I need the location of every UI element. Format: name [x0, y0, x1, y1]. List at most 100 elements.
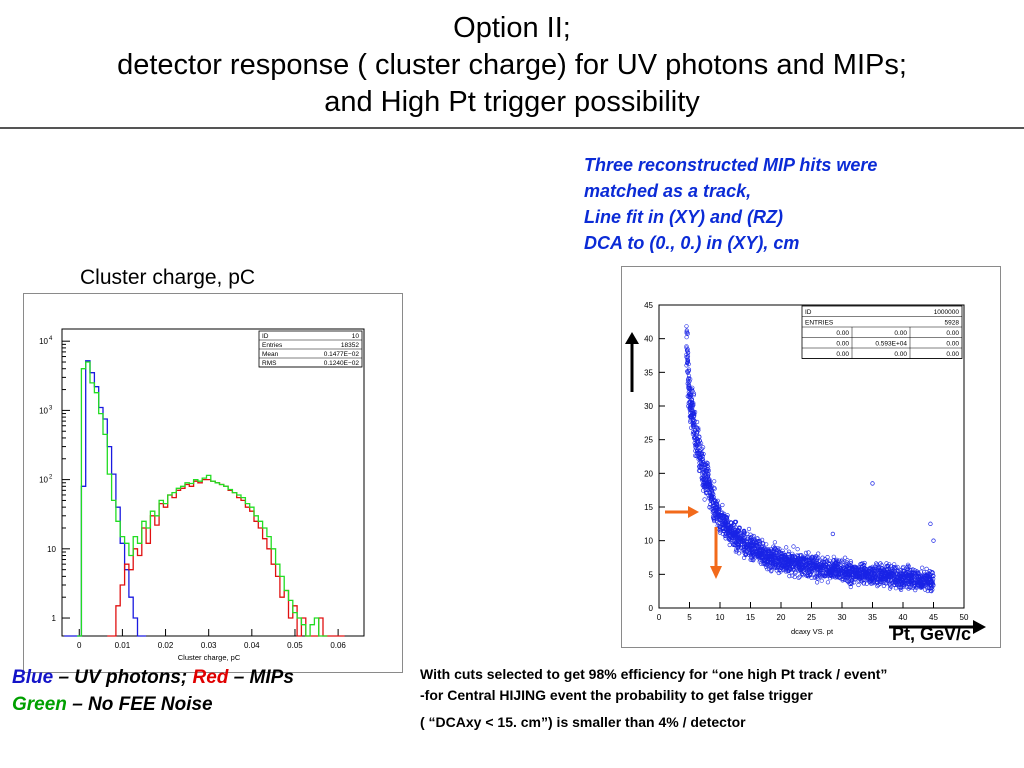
scatter-point	[687, 379, 692, 384]
legend-line-1: Blue – UV photons; Red – MIPs	[12, 664, 294, 691]
scatter-point	[913, 570, 918, 575]
scatter-point	[706, 485, 711, 490]
x-tick-label: 30	[838, 613, 847, 622]
scatter-point	[791, 557, 796, 562]
scatter-point	[735, 541, 740, 547]
scatter-point	[697, 438, 702, 443]
scatter-point	[879, 574, 885, 579]
scatter-point	[757, 553, 762, 558]
scatter-point	[825, 564, 830, 569]
scatter-point	[899, 576, 905, 581]
scatter-point	[841, 574, 847, 580]
scatter-point	[847, 578, 852, 583]
up-arrow-head	[625, 332, 639, 344]
scatter-point	[789, 563, 794, 569]
scatter-point	[770, 553, 775, 559]
scatter-point	[782, 556, 788, 562]
scatter-point	[720, 527, 726, 532]
scatter-point	[870, 576, 875, 581]
orange-arrow-vertical-head	[710, 566, 722, 579]
scatter-point	[833, 563, 838, 568]
scatter-point	[754, 541, 759, 546]
scatter-point	[820, 559, 825, 565]
scatter-point	[747, 547, 753, 552]
scatter-point	[722, 519, 727, 524]
scatter-point	[817, 559, 822, 564]
legend-green-desc: – No FEE Noise	[66, 694, 213, 715]
scatter-point	[712, 503, 717, 508]
scatter-point	[693, 442, 699, 447]
scatter-point	[712, 479, 717, 484]
y-tick-label: 10	[644, 537, 653, 546]
scatter-point	[799, 557, 804, 562]
scatter-point	[806, 564, 811, 570]
scatter-point	[776, 550, 781, 555]
scatter-point	[772, 540, 777, 545]
cuts-dash: -	[420, 687, 425, 703]
scatter-point	[870, 564, 875, 570]
scatter-point	[791, 544, 796, 549]
scatter-point	[806, 550, 811, 555]
scatter-point	[819, 565, 824, 570]
scatter-point	[788, 558, 794, 563]
scatter-point	[750, 538, 755, 544]
scatter-point	[859, 561, 864, 567]
orange-arrow-horizontal-head	[688, 506, 699, 518]
scatter-point	[926, 581, 931, 586]
scatter-point	[697, 434, 702, 439]
stats-key: Mean	[262, 351, 279, 358]
scatter-point	[797, 553, 802, 558]
scatter-point	[875, 578, 880, 583]
scatter-point	[724, 516, 730, 522]
scatter-point	[905, 562, 911, 567]
scatter-point	[875, 581, 880, 586]
y-tick-label: 10	[47, 545, 56, 554]
scatter-point	[686, 385, 691, 390]
x-tick-label: 50	[960, 613, 969, 622]
histogram-series	[64, 360, 147, 637]
scatter-point	[706, 480, 711, 485]
stats-key: ID	[805, 309, 812, 316]
scatter-point	[760, 547, 765, 552]
stats-cell: 0.00	[836, 341, 849, 348]
scatter-point	[705, 463, 710, 468]
legend-red-desc: – MIPs	[228, 667, 294, 688]
scatter-point	[762, 550, 767, 555]
scatter-point	[685, 360, 690, 365]
scatter-point	[881, 583, 887, 589]
scatter-point	[685, 370, 690, 375]
stats-cell: 0.00	[836, 351, 849, 358]
scatter-point	[742, 538, 747, 544]
scatter-point	[877, 575, 882, 580]
scatter-point	[685, 350, 691, 355]
scatter-point	[792, 574, 797, 580]
stats-cell: 0.593E+04	[875, 341, 907, 348]
scatter-point	[897, 573, 903, 578]
scatter-point	[697, 464, 702, 469]
scatter-point	[769, 558, 774, 563]
scatter-point	[886, 575, 891, 580]
stats-cell: 0.00	[946, 351, 959, 358]
scatter-point	[710, 497, 715, 502]
legend-green-word: Green	[12, 694, 67, 715]
scatter-point	[845, 558, 850, 563]
scatter-point	[733, 527, 738, 533]
scatter-point	[930, 573, 936, 579]
scatter-point	[704, 468, 709, 473]
scatter-point	[686, 382, 691, 388]
scatter-point	[745, 531, 750, 536]
scatter-point	[869, 571, 874, 576]
slide-title: Option II; detector response ( cluster c…	[0, 10, 1024, 121]
scatter-point	[715, 507, 720, 512]
scatter-point	[689, 401, 694, 406]
scatter-point	[860, 573, 866, 578]
scatter-point	[737, 531, 742, 536]
stats-cell: 0.00	[836, 330, 849, 337]
scatter-point	[760, 537, 765, 543]
scatter-point	[763, 562, 768, 567]
scatter-point	[925, 588, 930, 594]
scatter-point	[847, 565, 852, 570]
scatter-point	[734, 534, 739, 539]
scatter-point	[704, 490, 709, 495]
scatter-point	[688, 396, 693, 401]
